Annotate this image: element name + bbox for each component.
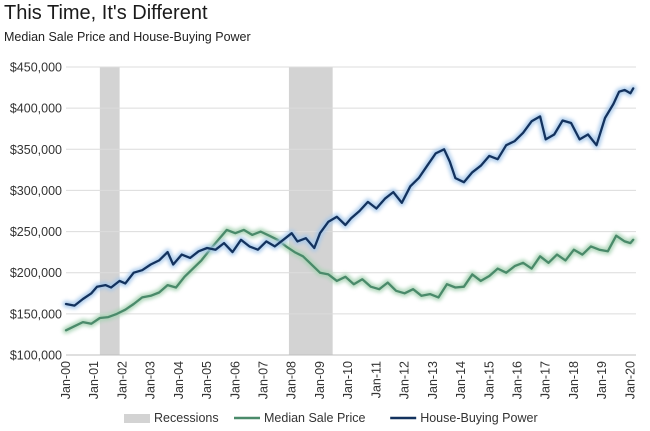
- y-tick-label: $100,000: [10, 349, 62, 363]
- x-tick-label: Jan-02: [115, 361, 129, 399]
- y-tick-label: $150,000: [10, 307, 62, 321]
- legend: Recessions Median Sale Price House-Buying …: [124, 411, 538, 425]
- x-tick-label: Jan-17: [539, 361, 553, 399]
- y-tick-label: $300,000: [10, 184, 62, 198]
- median-sale-price-line: [64, 228, 635, 332]
- series-lines: [62, 84, 637, 334]
- y-tick-label: $450,000: [10, 61, 62, 75]
- x-tick-label: Jan-04: [172, 361, 186, 399]
- axes: $100,000 $150,000 $200,000 $250,000 $300,000…: [10, 61, 637, 400]
- x-tick-label: Jan-06: [228, 361, 242, 399]
- chart-title: This Time, It's Different: [4, 2, 208, 24]
- x-tick-label: Jan-11: [369, 361, 383, 398]
- x-tick-label: Jan-20: [623, 361, 637, 399]
- chart-subtitle: Median Sale Price and House-Buying Power: [4, 30, 251, 44]
- y-tick-label: $250,000: [10, 225, 62, 239]
- x-tick-label: Jan-18: [567, 361, 581, 399]
- x-tick-label: Jan-00: [59, 361, 73, 399]
- x-tick-label: Jan-01: [87, 361, 101, 399]
- x-tick-label: Jan-12: [398, 361, 412, 399]
- x-tick-label: Jan-13: [426, 361, 440, 399]
- legend-label-median-sale-price: Median Sale Price: [264, 411, 365, 425]
- x-tick-label: Jan-05: [200, 361, 214, 399]
- house-buying-power-line: [64, 87, 635, 307]
- recession-bands: [99, 67, 333, 355]
- recession-band-2: [288, 67, 333, 355]
- x-tick-label: Jan-15: [482, 361, 496, 399]
- y-tick-label: $200,000: [10, 266, 62, 280]
- gridlines: [66, 66, 636, 356]
- x-tick-label: Jan-07: [257, 361, 271, 399]
- legend-label-house-buying-power: House-Buying Power: [420, 411, 537, 425]
- x-tick-label: Jan-14: [454, 361, 468, 399]
- legend-label-recessions: Recessions: [154, 411, 219, 425]
- y-tick-label: $350,000: [10, 143, 62, 157]
- x-tick-label: Jan-08: [285, 361, 299, 399]
- x-tick-label: Jan-10: [341, 361, 355, 399]
- legend-swatch-recessions: [124, 414, 150, 423]
- y-tick-label: $400,000: [10, 102, 62, 116]
- x-tick-label: Jan-03: [144, 361, 158, 399]
- x-tick-label: Jan-09: [313, 361, 327, 399]
- x-tick-label: Jan-16: [510, 361, 524, 399]
- x-tick-label: Jan-19: [595, 361, 609, 399]
